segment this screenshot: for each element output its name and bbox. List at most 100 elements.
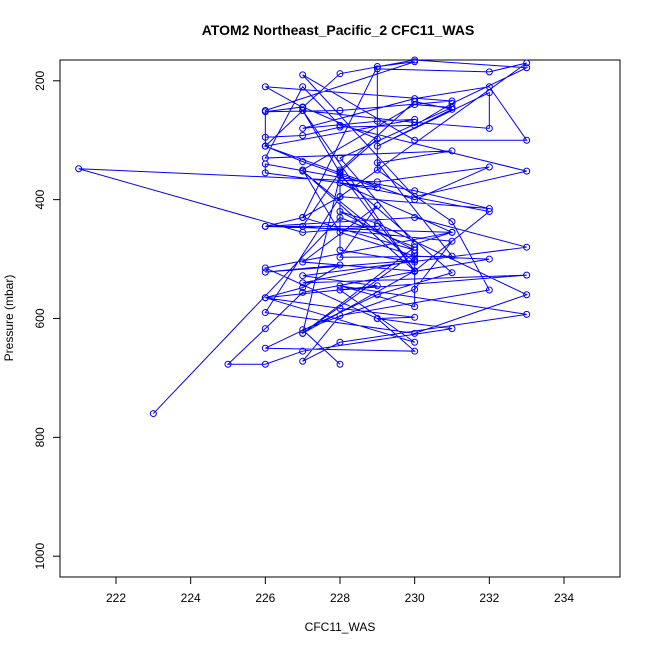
data-point xyxy=(336,304,344,312)
data-point xyxy=(299,83,307,91)
data-point xyxy=(224,360,232,368)
data-point xyxy=(373,117,381,125)
data-point xyxy=(373,222,381,230)
data-point xyxy=(261,83,269,91)
data-point xyxy=(336,312,344,320)
data-point xyxy=(261,264,269,272)
data-point xyxy=(411,213,419,221)
data-point xyxy=(75,165,83,173)
data-point xyxy=(299,107,307,115)
data-point xyxy=(299,104,307,112)
data-point xyxy=(523,243,531,251)
data-point xyxy=(448,228,456,236)
data-point xyxy=(336,338,344,346)
data-point xyxy=(261,169,269,177)
x-tick-label: 228 xyxy=(330,591,350,605)
data-point xyxy=(523,59,531,67)
data-point xyxy=(373,159,381,167)
data-point xyxy=(336,261,344,269)
data-point xyxy=(261,325,269,333)
data-point xyxy=(299,258,307,266)
data-point xyxy=(373,142,381,150)
data-point xyxy=(336,121,344,129)
data-point xyxy=(299,284,307,292)
x-tick-label: 224 xyxy=(181,591,201,605)
data-point xyxy=(411,118,419,126)
data-point xyxy=(373,202,381,210)
data-point xyxy=(373,63,381,71)
data-point xyxy=(336,213,344,221)
data-point xyxy=(373,65,381,73)
data-point xyxy=(373,219,381,227)
data-point xyxy=(299,326,307,334)
y-axis: 200 400 600 800 1000 xyxy=(33,70,60,570)
series-line xyxy=(78,59,529,414)
data-point xyxy=(448,252,456,260)
data-point xyxy=(411,98,419,106)
data-point xyxy=(261,154,269,162)
y-tick-label: 800 xyxy=(33,427,47,447)
data-point xyxy=(523,64,531,72)
data-point xyxy=(411,285,419,293)
data-point xyxy=(411,136,419,144)
data-point xyxy=(299,329,307,337)
data-point xyxy=(485,205,493,213)
data-point xyxy=(448,97,456,105)
data-point xyxy=(336,286,344,294)
data-point xyxy=(373,282,381,290)
x-axis-label: CFC11_WAS xyxy=(305,620,376,634)
data-point xyxy=(299,167,307,175)
data-point xyxy=(411,338,419,346)
data-point xyxy=(336,360,344,368)
data-point xyxy=(299,272,307,280)
x-tick-label: 230 xyxy=(405,591,425,605)
data-point xyxy=(336,253,344,261)
data-point xyxy=(411,246,419,254)
data-point xyxy=(448,269,456,277)
data-point xyxy=(373,166,381,174)
x-tick-label: 232 xyxy=(479,591,499,605)
data-point xyxy=(261,360,269,368)
data-point xyxy=(261,294,269,302)
data-point xyxy=(448,218,456,226)
data-point xyxy=(261,268,269,276)
x-axis: 222 224 226 228 230 232 234 xyxy=(106,577,574,605)
data-point xyxy=(299,288,307,296)
data-point xyxy=(299,357,307,365)
data-point xyxy=(411,347,419,355)
data-point xyxy=(261,344,269,352)
data-point xyxy=(299,124,307,132)
data-point xyxy=(411,115,419,123)
data-point xyxy=(299,279,307,287)
data-point xyxy=(411,196,419,204)
data-point xyxy=(299,158,307,166)
data-point xyxy=(411,258,419,266)
data-point xyxy=(299,228,307,236)
data-point xyxy=(523,136,531,144)
data-point xyxy=(448,105,456,113)
data-point xyxy=(336,70,344,78)
data-point xyxy=(261,142,269,150)
data-point xyxy=(485,255,493,263)
data-point xyxy=(485,89,493,97)
data-point xyxy=(336,246,344,254)
data-point xyxy=(261,107,269,115)
y-tick-label: 600 xyxy=(33,308,47,328)
data-point xyxy=(411,58,419,66)
data-point xyxy=(523,167,531,175)
data-point xyxy=(299,71,307,79)
data-point xyxy=(411,95,419,103)
data-point xyxy=(336,154,344,162)
data-point xyxy=(448,237,456,245)
x-tick-label: 222 xyxy=(106,591,126,605)
data-point xyxy=(523,310,531,318)
data-point xyxy=(336,166,344,174)
data-point xyxy=(411,313,419,321)
data-point xyxy=(485,163,493,171)
data-point xyxy=(485,124,493,132)
data-point xyxy=(448,147,456,155)
data-point xyxy=(336,107,344,115)
data-point xyxy=(261,309,269,317)
data-point xyxy=(299,131,307,139)
